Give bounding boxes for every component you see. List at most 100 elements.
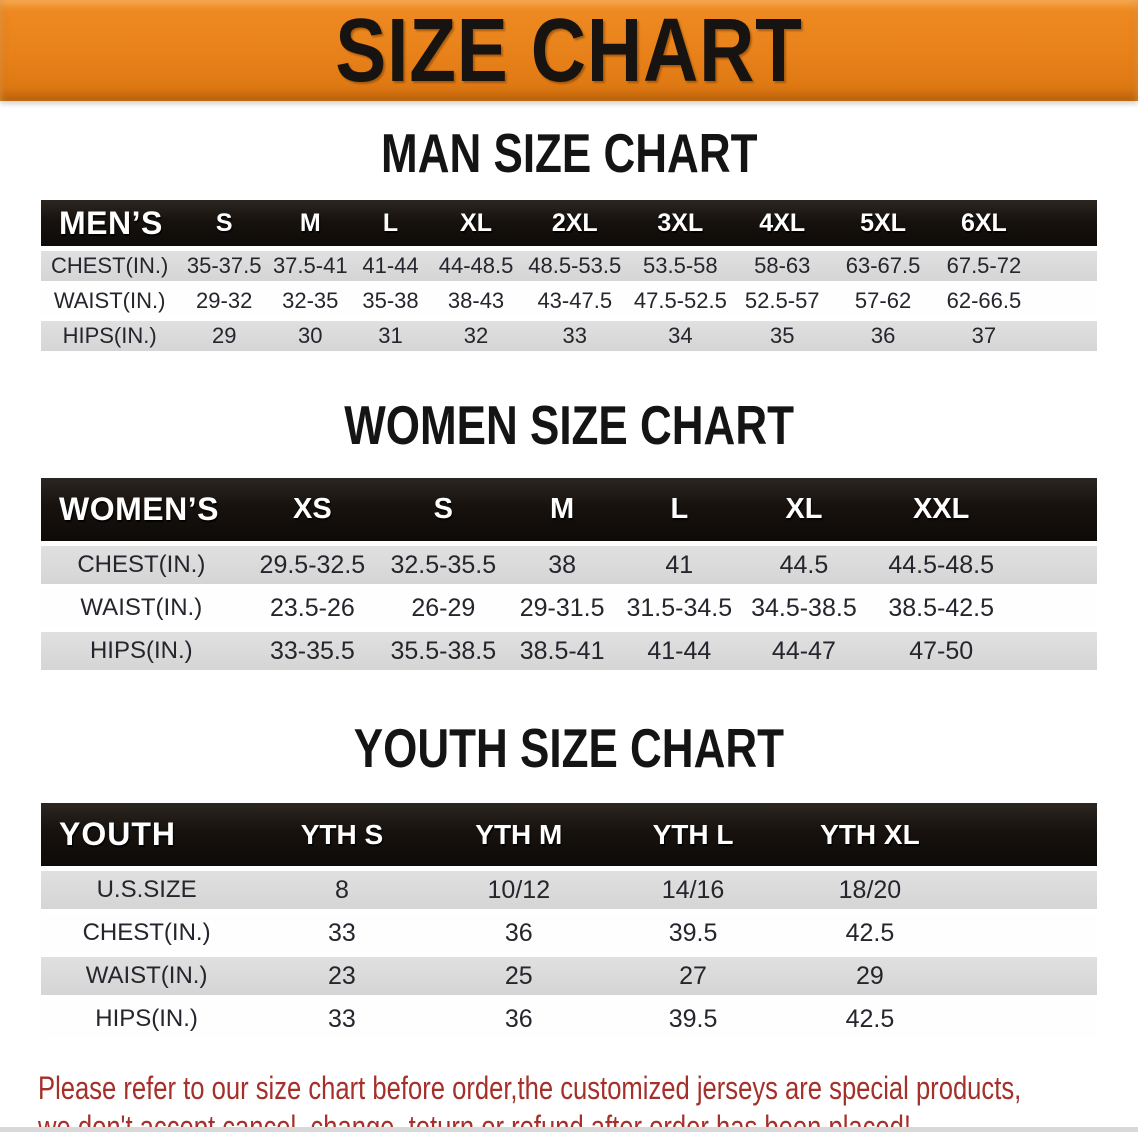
youth-size-value-cell: 36 <box>431 914 606 952</box>
women-size-column-header: XS <box>241 478 384 541</box>
youth-size-value-cell: 33 <box>252 1000 432 1038</box>
youth-size-table: YOUTH YTH S YTH M YTH L YTH XL U.S.SIZE 8 10/12… <box>41 798 1097 1043</box>
youth-size-value-cell: 23 <box>252 957 432 995</box>
men-table-title: MEN’S <box>41 200 179 246</box>
youth-measure-row: U.S.SIZE 8 10/12 14/16 18/20 <box>41 871 1097 909</box>
youth-measure-row: HIPS(IN.) 33 36 39.5 42.5 <box>41 1000 1097 1038</box>
youth-header-row: YOUTH YTH S YTH M YTH L YTH XL <box>41 803 1097 866</box>
youth-size-value-cell: 8 <box>252 871 432 909</box>
men-size-value-cell: 37 <box>934 321 1034 351</box>
men-section-heading: MAN SIZE CHART <box>0 126 1138 181</box>
women-size-column-header: XL <box>737 478 870 541</box>
women-row-label: WAIST(IN.) <box>41 589 242 627</box>
youth-header-filler <box>959 803 1097 866</box>
youth-size-value-cell: 39.5 <box>605 1000 781 1038</box>
women-size-value-cell: 44.5 <box>737 546 870 584</box>
men-measure-row: CHEST(IN.) 35-37.5 37.5-41 41-44 44-48.5 48.5… <box>41 251 1097 281</box>
youth-row-label: U.S.SIZE <box>41 871 253 909</box>
women-size-value-cell: 26-29 <box>383 589 504 627</box>
size-chart-sections: MAN SIZE CHART MEN’S S M L XL 2XL 3XL 4XL 5XL 6XL C… <box>0 126 1138 1043</box>
youth-size-column-header: YTH S <box>252 803 432 866</box>
men-size-value-cell: 29-32 <box>178 286 271 316</box>
men-size-value-cell: 48.5-53.5 <box>521 251 629 281</box>
women-size-column-header: S <box>383 478 504 541</box>
youth-size-value-cell: 36 <box>431 1000 606 1038</box>
youth-size-value-cell: 14/16 <box>605 871 781 909</box>
men-size-value-cell: 29 <box>178 321 271 351</box>
youth-table-title: YOUTH <box>41 803 253 866</box>
men-size-value-cell: 47.5-52.5 <box>628 286 733 316</box>
women-size-value-cell: 29.5-32.5 <box>241 546 384 584</box>
women-size-value-cell: 38.5-41 <box>503 632 621 670</box>
disclaimer-line2: we don't accept cancel, change, teturn o… <box>38 1109 911 1132</box>
men-size-value-cell: 58-63 <box>732 251 832 281</box>
youth-measure-row: CHEST(IN.) 33 36 39.5 42.5 <box>41 914 1097 952</box>
women-row-label: CHEST(IN.) <box>41 546 242 584</box>
men-size-column-header: M <box>270 200 351 246</box>
men-size-column-header: L <box>350 200 431 246</box>
men-size-value-cell: 43-47.5 <box>521 286 629 316</box>
men-row-label: HIPS(IN.) <box>41 321 179 351</box>
men-row-filler <box>1033 286 1097 316</box>
men-size-column-header: 2XL <box>521 200 629 246</box>
youth-row-label: WAIST(IN.) <box>41 957 253 995</box>
women-header-filler <box>1012 478 1097 541</box>
disclaimer-line1: Please refer to our size chart before or… <box>38 1070 1022 1106</box>
youth-measure-row: WAIST(IN.) 23 25 27 29 <box>41 957 1097 995</box>
disclaimer: Please refer to our size chart before or… <box>0 1069 1138 1132</box>
men-row-filler <box>1033 321 1097 351</box>
banner-title: SIZE CHART <box>335 0 803 101</box>
women-size-value-cell: 38 <box>503 546 621 584</box>
youth-size-value-cell: 27 <box>605 957 781 995</box>
women-row-filler <box>1012 546 1097 584</box>
women-size-value-cell: 41 <box>620 546 738 584</box>
men-size-table: MEN’S S M L XL 2XL 3XL 4XL 5XL 6XL CHEST(IN.) 35-37… <box>41 195 1097 356</box>
women-size-value-cell: 35.5-38.5 <box>383 632 504 670</box>
men-size-value-cell: 32-35 <box>270 286 351 316</box>
youth-row-label: CHEST(IN.) <box>41 914 253 952</box>
women-section-heading-text: WOMEN SIZE CHART <box>344 394 794 456</box>
women-size-value-cell: 34.5-38.5 <box>737 589 870 627</box>
women-size-column-header: L <box>620 478 738 541</box>
men-size-value-cell: 30 <box>270 321 351 351</box>
men-size-value-cell: 62-66.5 <box>934 286 1034 316</box>
women-header-row: WOMEN’S XS S M L XL XXL <box>41 478 1097 541</box>
men-size-value-cell: 35 <box>732 321 832 351</box>
men-size-column-header: 3XL <box>628 200 733 246</box>
men-size-value-cell: 31 <box>350 321 431 351</box>
women-size-value-cell: 44-47 <box>737 632 870 670</box>
men-size-column-header: 4XL <box>732 200 832 246</box>
women-row-filler <box>1012 632 1097 670</box>
youth-size-value-cell: 29 <box>780 957 960 995</box>
men-header-filler <box>1033 200 1097 246</box>
youth-size-value-cell: 39.5 <box>605 914 781 952</box>
women-measure-row: WAIST(IN.) 23.5-26 26-29 29-31.5 31.5-34.5 34… <box>41 589 1097 627</box>
youth-row-filler <box>959 914 1097 952</box>
men-measure-row: WAIST(IN.) 29-32 32-35 35-38 38-43 43-47.5 47.… <box>41 286 1097 316</box>
youth-size-value-cell: 18/20 <box>780 871 960 909</box>
women-size-value-cell: 44.5-48.5 <box>869 546 1013 584</box>
men-size-column-header: XL <box>430 200 522 246</box>
men-measure-row: HIPS(IN.) 29 30 31 32 33 34 35 36 37 <box>41 321 1097 351</box>
women-size-value-cell: 29-31.5 <box>503 589 621 627</box>
men-size-value-cell: 32 <box>430 321 522 351</box>
youth-size-value-cell: 10/12 <box>431 871 606 909</box>
men-size-value-cell: 38-43 <box>430 286 522 316</box>
youth-size-value-cell: 42.5 <box>780 914 960 952</box>
women-measure-row: HIPS(IN.) 33-35.5 35.5-38.5 38.5-41 41-44 44-… <box>41 632 1097 670</box>
women-size-value-cell: 41-44 <box>620 632 738 670</box>
women-row-filler <box>1012 589 1097 627</box>
men-size-value-cell: 33 <box>521 321 629 351</box>
women-size-value-cell: 23.5-26 <box>241 589 384 627</box>
men-size-value-cell: 57-62 <box>831 286 935 316</box>
men-size-value-cell: 36 <box>831 321 935 351</box>
youth-section-heading-text: YOUTH SIZE CHART <box>353 717 785 779</box>
women-size-column-header: XXL <box>869 478 1013 541</box>
women-table-title: WOMEN’S <box>41 478 242 541</box>
women-size-value-cell: 38.5-42.5 <box>869 589 1013 627</box>
women-section-heading: WOMEN SIZE CHART <box>0 398 1138 453</box>
youth-size-value-cell: 42.5 <box>780 1000 960 1038</box>
youth-section-heading: YOUTH SIZE CHART <box>0 721 1138 776</box>
men-row-filler <box>1033 251 1097 281</box>
men-size-value-cell: 35-38 <box>350 286 431 316</box>
